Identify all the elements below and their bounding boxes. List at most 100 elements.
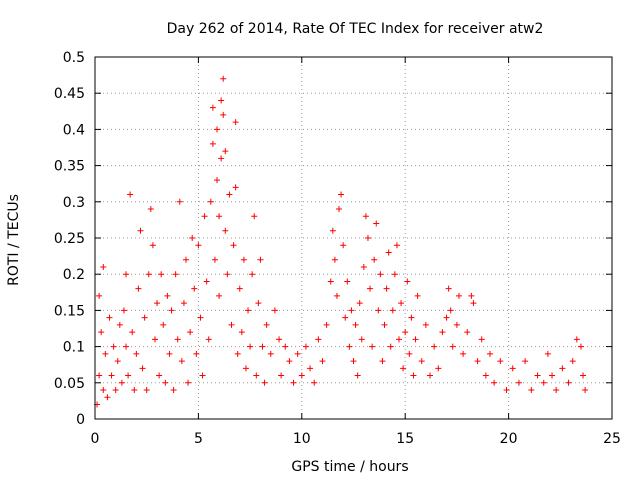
data-point-marker	[362, 213, 369, 220]
data-points	[94, 75, 589, 408]
data-point-marker	[120, 307, 127, 314]
data-point-marker	[414, 292, 421, 299]
data-point-marker	[112, 387, 119, 394]
data-point-marker	[464, 329, 471, 336]
data-point-marker	[214, 177, 221, 184]
data-point-marker	[358, 336, 365, 343]
data-point-marker	[540, 379, 547, 386]
data-point-marker	[406, 350, 413, 357]
data-point-marker	[125, 372, 132, 379]
data-point-marker	[189, 235, 196, 241]
data-point-marker	[385, 249, 392, 256]
data-point-marker	[195, 242, 202, 249]
data-point-marker	[118, 379, 125, 386]
data-point-marker	[185, 379, 192, 386]
data-point-marker	[158, 271, 165, 278]
data-point-marker	[418, 358, 425, 365]
data-point-marker	[443, 314, 450, 321]
data-point-marker	[381, 321, 388, 328]
data-point-marker	[267, 350, 274, 357]
y-tick-label: 0.2	[63, 267, 85, 283]
data-point-marker	[509, 365, 516, 372]
data-point-marker	[348, 307, 355, 314]
data-point-marker	[143, 387, 150, 394]
data-point-marker	[383, 285, 390, 292]
data-point-marker	[141, 314, 148, 321]
data-point-marker	[404, 278, 411, 285]
y-tick-label: 0.45	[54, 86, 85, 102]
data-point-marker	[582, 387, 589, 394]
data-point-marker	[356, 300, 363, 307]
data-point-marker	[497, 358, 504, 365]
data-point-marker	[127, 191, 134, 198]
data-point-marker	[216, 213, 223, 220]
data-point-marker	[395, 336, 402, 343]
x-tick-label: 5	[194, 431, 203, 447]
data-point-marker	[180, 300, 187, 307]
x-tick-labels: 0 5 10 15 20 25	[91, 431, 621, 447]
data-point-marker	[398, 300, 405, 307]
data-point-marker	[166, 350, 173, 357]
data-point-marker	[333, 292, 340, 299]
data-point-marker	[290, 379, 297, 386]
data-point-marker	[323, 321, 330, 328]
data-point-marker	[106, 314, 113, 321]
data-point-marker	[220, 75, 227, 82]
data-point-marker	[257, 256, 264, 263]
data-point-marker	[387, 343, 394, 350]
data-point-marker	[259, 343, 266, 350]
y-tick-label: 0.3	[63, 195, 85, 211]
data-point-marker	[294, 350, 301, 357]
data-point-marker	[247, 343, 254, 350]
data-point-marker	[307, 365, 314, 372]
data-point-marker	[236, 285, 243, 292]
data-point-marker	[261, 379, 268, 386]
data-point-marker	[100, 387, 107, 394]
data-point-marker	[114, 358, 121, 365]
data-point-marker	[172, 271, 179, 278]
y-tick-label: 0.4	[63, 122, 85, 138]
data-point-marker	[354, 372, 361, 379]
data-point-marker	[96, 292, 103, 299]
data-point-marker	[249, 271, 256, 278]
data-point-marker	[156, 372, 163, 379]
data-point-marker	[102, 350, 109, 357]
data-point-marker	[352, 321, 359, 328]
plot-frame	[94, 56, 613, 420]
data-point-marker	[375, 307, 382, 314]
y-axis-label: ROTI / TECUs	[6, 194, 22, 286]
data-point-marker	[468, 292, 475, 299]
data-point-marker	[580, 372, 587, 379]
data-point-marker	[176, 198, 183, 205]
data-point-marker	[393, 242, 400, 249]
data-point-marker	[240, 256, 247, 263]
x-tick-label: 15	[396, 431, 414, 447]
data-point-marker	[222, 227, 229, 234]
data-point-marker	[573, 336, 580, 343]
data-point-marker	[528, 387, 535, 394]
data-point-marker	[329, 227, 336, 234]
data-point-marker	[137, 227, 144, 234]
data-point-marker	[133, 350, 140, 357]
data-point-marker	[455, 292, 462, 299]
data-point-marker	[214, 126, 221, 133]
data-point-marker	[340, 242, 347, 249]
data-point-marker	[379, 358, 386, 365]
data-point-marker	[515, 379, 522, 386]
data-point-marker	[174, 336, 181, 343]
data-point-marker	[439, 329, 446, 336]
data-point-marker	[400, 365, 407, 372]
y-tick-label: 0.15	[54, 303, 85, 319]
data-point-marker	[311, 379, 318, 386]
data-point-marker	[474, 358, 481, 365]
data-point-marker	[100, 263, 107, 270]
data-point-marker	[203, 278, 210, 285]
data-point-marker	[220, 111, 227, 118]
data-point-marker	[577, 343, 584, 350]
data-point-marker	[129, 329, 136, 336]
data-point-marker	[369, 343, 376, 350]
data-point-marker	[298, 372, 305, 379]
data-point-marker	[408, 314, 415, 321]
data-point-marker	[331, 256, 338, 263]
data-point-marker	[271, 307, 278, 314]
